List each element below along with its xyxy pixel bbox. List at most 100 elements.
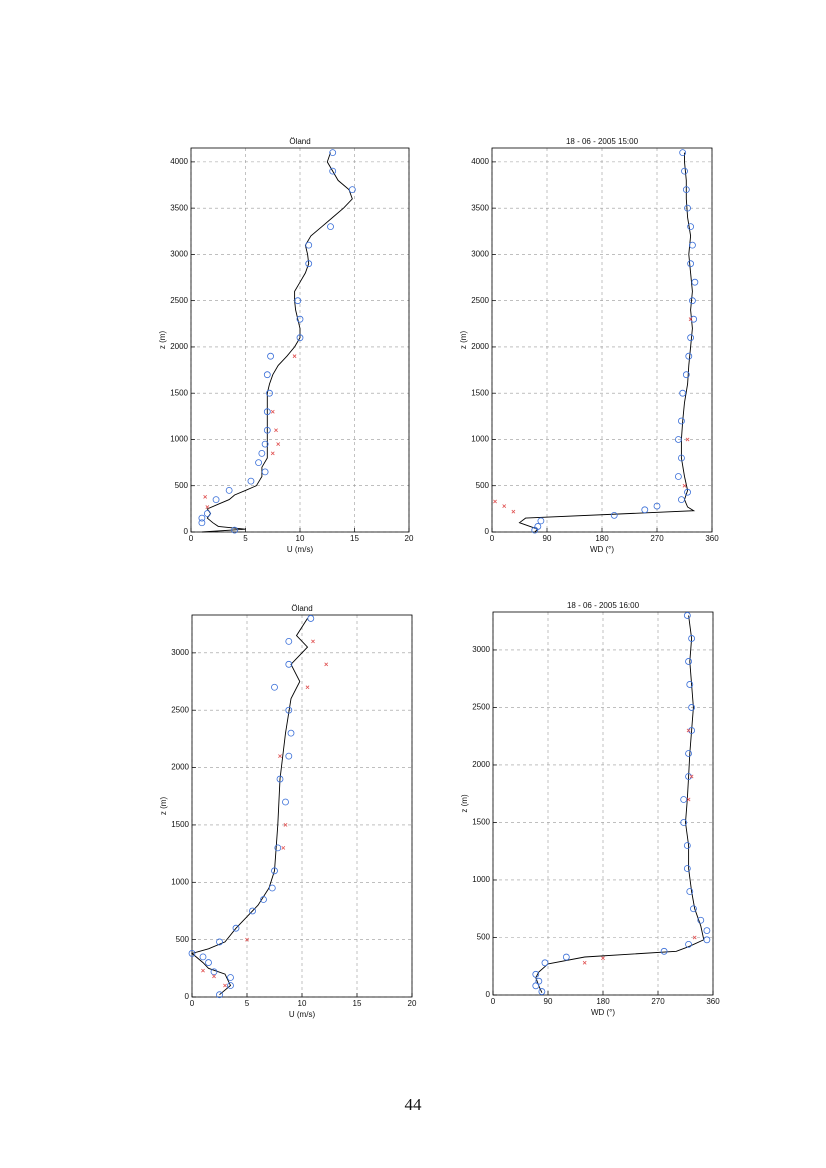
y-tick-label: 4000	[170, 157, 188, 166]
y-axis-label: z (m)	[159, 797, 168, 816]
y-tick-label: 2500	[170, 296, 188, 305]
observation-circle	[685, 750, 692, 757]
observation-circle	[348, 186, 356, 194]
observation-circle	[610, 511, 618, 519]
y-axis-label: z (m)	[460, 794, 469, 813]
x-tick-label: 5	[243, 534, 248, 543]
observation-cross	[688, 317, 693, 322]
observation-circle	[198, 514, 206, 522]
observation-circle	[261, 440, 269, 448]
observation-circle	[205, 959, 212, 966]
observation-circle	[285, 660, 293, 668]
y-axis-label: z (m)	[158, 331, 167, 350]
observation-circle	[690, 905, 697, 913]
observation-circle	[683, 842, 691, 849]
observation-circle	[203, 510, 211, 517]
observation-circle	[329, 149, 337, 157]
observation-circle	[305, 241, 313, 249]
x-tick-label: 180	[596, 997, 610, 1006]
observation-circle	[678, 417, 685, 425]
observation-circle	[703, 936, 711, 944]
x-tick-label: 180	[595, 534, 609, 543]
profile-line	[535, 615, 705, 993]
observation-circle	[231, 526, 239, 534]
observation-circle	[689, 241, 696, 249]
observation-circle	[285, 637, 293, 645]
observation-circle	[532, 982, 540, 990]
observation-cross	[582, 960, 587, 965]
observation-cross	[201, 968, 205, 973]
x-tick-label: 15	[353, 999, 362, 1008]
observation-cross	[283, 823, 288, 827]
y-tick-label: 1000	[171, 877, 189, 886]
y-tick-label: 0	[185, 992, 190, 1001]
observation-circle	[534, 523, 542, 530]
observation-circle	[285, 752, 293, 760]
y-tick-label: 2500	[171, 705, 189, 714]
observation-circle	[685, 352, 693, 360]
observation-circle	[532, 970, 540, 978]
y-tick-label: 500	[477, 933, 491, 942]
x-tick-label: 20	[408, 999, 417, 1008]
chart: 0 5 10 15 20 0 500 1000 1500 2000 2500 3000 Öland U (…	[159, 604, 417, 1019]
observation-circle	[562, 953, 570, 961]
observation-cross	[601, 956, 605, 961]
y-tick-label: 1500	[170, 388, 188, 397]
observation-cross	[278, 754, 282, 758]
x-tick-label: 0	[490, 534, 495, 543]
x-axis-label: WD (°)	[590, 545, 614, 554]
profile-line	[518, 152, 696, 533]
observation-circle	[305, 260, 313, 268]
x-tick-label: 0	[491, 997, 496, 1006]
y-tick-label: 3500	[170, 203, 188, 212]
observation-circle	[687, 260, 695, 268]
observation-circle	[687, 223, 695, 231]
observation-circle	[216, 938, 223, 946]
observation-cross	[502, 504, 507, 508]
chart-title: Öland	[291, 604, 312, 613]
x-tick-label: 270	[650, 534, 664, 543]
observation-circle	[703, 927, 711, 934]
observation-circle	[225, 486, 233, 494]
observation-circle	[678, 454, 685, 462]
observation-circle	[227, 974, 234, 981]
observation-cross	[292, 354, 297, 359]
y-tick-label: 500	[476, 481, 490, 490]
observation-circle	[678, 496, 685, 504]
plot-frame	[491, 147, 713, 533]
x-axis-label: U (m/s)	[287, 545, 314, 554]
observation-circle	[653, 502, 661, 510]
observation-circle	[232, 924, 240, 932]
y-tick-label: 2000	[171, 763, 189, 772]
observation-circle	[263, 426, 271, 434]
x-axis-label: WD (°)	[591, 1008, 615, 1017]
observation-circle	[285, 706, 293, 714]
y-tick-label: 2000	[471, 342, 489, 351]
observation-cross	[203, 494, 208, 499]
y-tick-label: 1000	[170, 435, 188, 444]
observation-circle	[216, 991, 223, 999]
observation-circle	[307, 615, 315, 622]
observation-circle	[294, 297, 302, 305]
observation-circle	[263, 408, 271, 416]
chart-title: Öland	[289, 137, 310, 146]
observation-cross	[493, 499, 497, 504]
observation-circle	[296, 315, 304, 323]
observation-cross	[685, 437, 690, 442]
observation-circle	[199, 953, 207, 961]
observation-circle	[680, 796, 688, 803]
observation-cross	[692, 935, 697, 940]
observation-circle	[271, 867, 278, 875]
observation-circle	[282, 798, 289, 806]
observation-cross	[682, 483, 687, 488]
observation-circle	[683, 865, 691, 872]
observation-circle	[537, 517, 545, 525]
plot-frame	[492, 611, 714, 996]
observation-circle	[287, 729, 295, 737]
observation-cross	[305, 685, 310, 690]
observation-circle	[263, 371, 271, 379]
x-tick-label: 15	[350, 534, 359, 543]
observation-cross	[324, 662, 329, 667]
